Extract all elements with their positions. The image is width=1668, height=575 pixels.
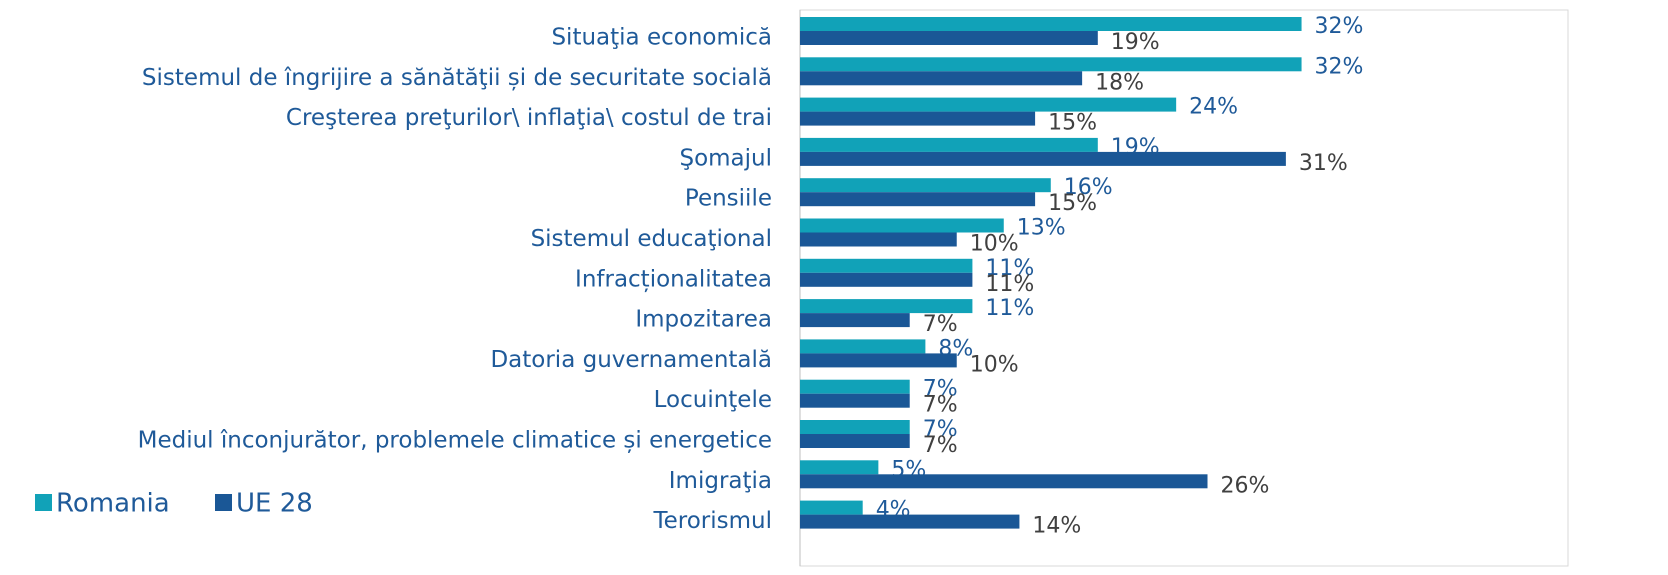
bar [800, 420, 910, 434]
bar [800, 258, 973, 273]
category-label: Locuinţele [654, 387, 772, 413]
category-label: Terorismul [652, 508, 772, 534]
data-label: 11% [985, 256, 1034, 281]
bar [800, 111, 1036, 126]
data-label: 14% [1032, 514, 1081, 539]
bar [800, 218, 1004, 233]
bar [800, 339, 926, 354]
bar [800, 137, 1098, 152]
bar [800, 272, 973, 287]
data-label: 26% [1221, 473, 1270, 498]
category-label: Infracționalitatea [575, 266, 772, 292]
category-label: Situaţia economică [551, 25, 772, 51]
bar [800, 434, 910, 448]
bar [800, 71, 1083, 86]
bar [800, 17, 1302, 31]
category-label: Sistemul de îngrijire a sănătăţii și de … [142, 65, 772, 91]
data-label: 10% [970, 352, 1019, 377]
bar [800, 353, 957, 368]
bar [800, 192, 1036, 207]
data-label: 13% [1017, 216, 1066, 241]
category-label: Şomajul [679, 145, 772, 171]
data-label: 15% [1048, 111, 1097, 136]
data-label: 19% [1111, 30, 1160, 55]
data-label: 31% [1299, 151, 1348, 176]
data-label: 24% [1189, 95, 1238, 120]
category-label: Sistemul educaţional [531, 226, 772, 252]
data-label: 7% [923, 417, 958, 442]
legend-swatch [215, 494, 232, 511]
data-label: 32% [1315, 54, 1364, 79]
bar [800, 460, 879, 475]
data-label: 11% [985, 296, 1034, 321]
bar [800, 299, 973, 314]
bar [800, 313, 910, 328]
data-label: 10% [970, 232, 1019, 257]
data-label: 16% [1064, 175, 1113, 200]
bar [800, 151, 1286, 166]
data-label: 15% [1048, 191, 1097, 216]
bar [800, 97, 1177, 112]
bar [800, 57, 1302, 72]
data-label: 7% [923, 393, 958, 418]
category-label: Impozitarea [635, 307, 772, 333]
bar [800, 474, 1208, 489]
data-label: 18% [1095, 70, 1144, 95]
legend-label: Romania [56, 489, 170, 519]
data-label: 7% [923, 312, 958, 337]
bar [800, 232, 957, 247]
bar [800, 393, 910, 408]
data-label: 7% [923, 377, 958, 402]
bar [800, 379, 910, 394]
category-label: Mediul înconjurător, problemele climatic… [138, 428, 772, 454]
data-label: 32% [1315, 14, 1364, 39]
category-label: Datoria guvernamentală [490, 347, 772, 373]
category-label: Pensiile [685, 186, 772, 212]
bar [800, 31, 1098, 45]
bar [800, 500, 863, 515]
data-label: 11% [985, 272, 1034, 297]
category-label: Imigraţia [669, 468, 772, 494]
data-label: 7% [923, 433, 958, 458]
bar [800, 178, 1051, 193]
legend-swatch [35, 494, 52, 511]
category-label: Creşterea preţurilor\ inflaţia\ costul d… [286, 105, 772, 131]
bar [800, 514, 1020, 529]
legend-label: UE 28 [236, 489, 313, 519]
